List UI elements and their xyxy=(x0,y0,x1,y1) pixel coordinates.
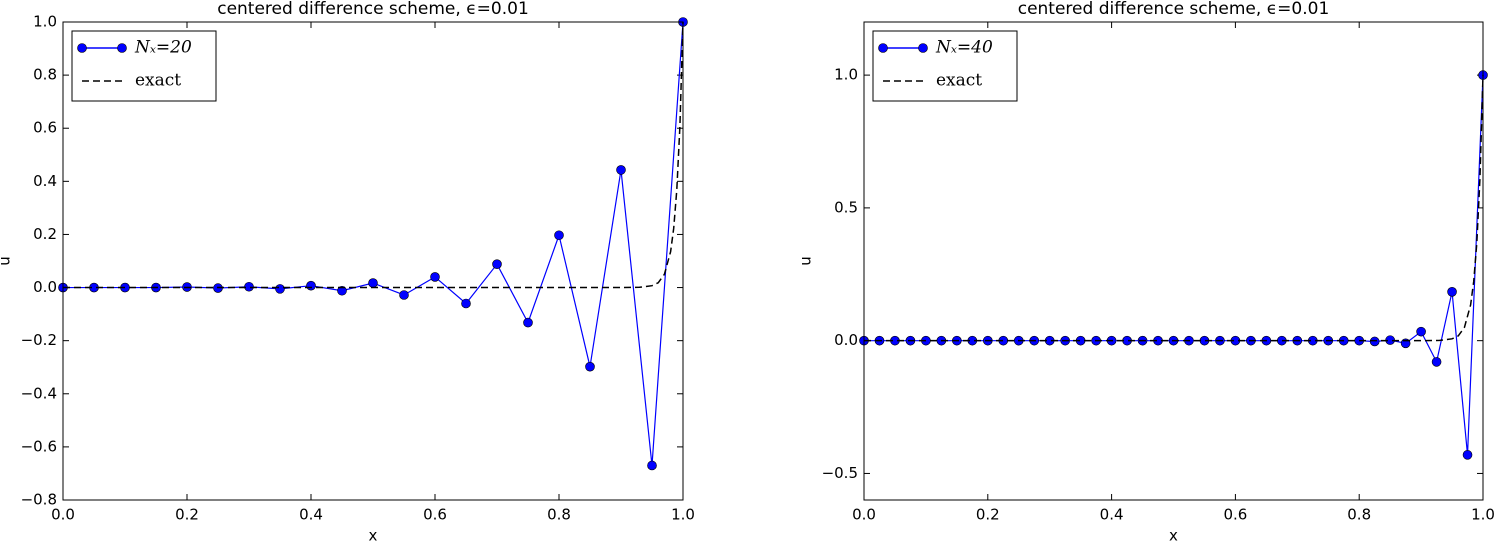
series-line xyxy=(864,75,1484,342)
data-point xyxy=(368,278,378,288)
y-tick-label: 0.0 xyxy=(33,278,57,296)
y-tick-label: −0.5 xyxy=(822,464,858,482)
x-axis-label: x xyxy=(1169,527,1178,542)
data-point xyxy=(275,284,285,294)
data-point xyxy=(1416,326,1426,337)
x-axis-label: x xyxy=(369,527,378,542)
x-tick-label: 0.8 xyxy=(547,506,571,524)
axes-frame xyxy=(62,21,684,501)
legend-box xyxy=(71,30,217,102)
x-tick-label: 0.2 xyxy=(976,506,1000,524)
data-point xyxy=(1369,336,1380,347)
x-tick-label: 0.4 xyxy=(299,506,323,524)
x-tick-label: 0.4 xyxy=(1100,506,1124,524)
data-point xyxy=(585,361,595,372)
data-point xyxy=(1431,357,1442,367)
y-tick-label: 0.4 xyxy=(33,172,57,190)
legend-marker xyxy=(77,43,87,53)
data-point xyxy=(1462,450,1473,460)
chart: centered difference scheme, ϵ=0.01 x u 0.0 0… xyxy=(0,0,695,542)
data-point xyxy=(647,460,657,471)
chart-title: centered difference scheme, ϵ=0.01 xyxy=(1018,0,1330,19)
legend-marker xyxy=(878,43,888,53)
data-point xyxy=(523,317,533,328)
plot-area xyxy=(859,70,1488,460)
legend-box xyxy=(872,30,1018,102)
data-point xyxy=(492,259,502,269)
y-tick-label: 1.0 xyxy=(33,13,57,31)
y-tick-label: 0.8 xyxy=(33,66,57,84)
y-tick-label: −0.6 xyxy=(21,437,57,455)
legend-label: exact xyxy=(135,71,181,91)
y-tick-label: 0.6 xyxy=(33,119,57,137)
series-line xyxy=(63,21,684,289)
y-tick-label: 0.5 xyxy=(834,198,858,216)
data-point xyxy=(616,165,626,175)
chart: centered difference scheme, ϵ=0.01 x u 0.0 0… xyxy=(797,0,1495,542)
data-point xyxy=(430,272,440,282)
axes-frame xyxy=(863,21,1484,501)
y-tick-label: −0.4 xyxy=(21,384,57,402)
x-tick-label: 1.0 xyxy=(671,506,695,524)
x-tick-label: 1.0 xyxy=(1471,506,1495,524)
data-point xyxy=(1447,287,1457,297)
x-tick-label: 0.8 xyxy=(1347,506,1371,524)
series-line xyxy=(864,75,1484,455)
y-tick-label: −0.8 xyxy=(21,491,57,509)
data-point xyxy=(244,281,254,292)
legend-marker xyxy=(117,43,127,53)
chart-title: centered difference scheme, ϵ=0.01 xyxy=(217,0,529,19)
y-axis-label: u xyxy=(0,256,14,266)
legend-label: exact xyxy=(936,71,982,91)
data-point xyxy=(461,298,471,309)
y-tick-label: −0.2 xyxy=(21,331,57,349)
x-tick-label: 0.2 xyxy=(175,506,199,524)
data-point xyxy=(399,290,409,300)
x-tick-label: 0.6 xyxy=(1223,506,1247,524)
x-tick-label: 0.0 xyxy=(51,506,75,524)
data-point xyxy=(554,230,564,241)
y-tick-label: 1.0 xyxy=(834,66,858,84)
data-point xyxy=(306,280,316,291)
y-axis-label: u xyxy=(797,256,815,266)
x-tick-label: 0.0 xyxy=(852,506,876,524)
legend-label: Nₓ=20 xyxy=(134,38,192,58)
legend-marker xyxy=(918,43,928,53)
data-point xyxy=(337,285,347,296)
x-tick-label: 0.6 xyxy=(423,506,447,524)
legend-label: Nₓ=40 xyxy=(935,38,993,58)
y-tick-label: 0.0 xyxy=(834,331,858,349)
y-tick-label: 0.2 xyxy=(33,225,57,243)
